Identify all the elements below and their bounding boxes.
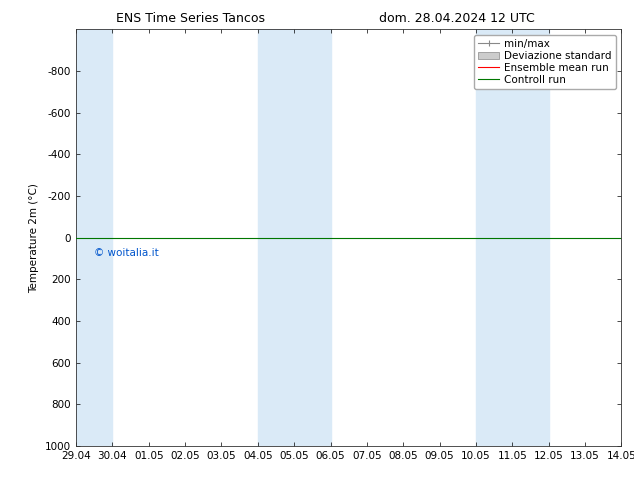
Y-axis label: Temperature 2m (°C): Temperature 2m (°C) — [30, 183, 39, 293]
Bar — [258, 29, 330, 446]
Legend: min/max, Deviazione standard, Ensemble mean run, Controll run: min/max, Deviazione standard, Ensemble m… — [474, 35, 616, 89]
Text: © woitalia.it: © woitalia.it — [94, 248, 159, 258]
Text: dom. 28.04.2024 12 UTC: dom. 28.04.2024 12 UTC — [378, 12, 534, 25]
Text: ENS Time Series Tancos: ENS Time Series Tancos — [115, 12, 265, 25]
Bar — [476, 29, 548, 446]
Bar — [76, 29, 112, 446]
